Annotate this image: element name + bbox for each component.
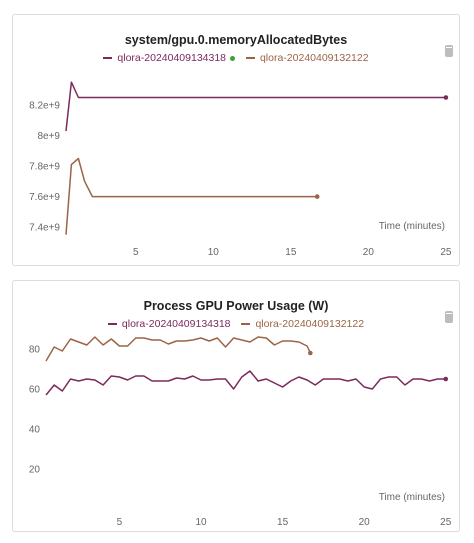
legend-label-series-a: qlora-20240409134318 [117,52,227,64]
panel-lock-icon[interactable] [445,311,453,323]
chart-panel-memory: system/gpu.0.memoryAllocatedBytes qlora-… [12,14,460,266]
chart-title: system/gpu.0.memoryAllocatedBytes [124,33,348,47]
x-tick-label: 15 [277,517,289,528]
y-tick-label: 20 [29,465,41,476]
y-tick-label: 40 [29,425,41,436]
legend-label-series-b: qlora-20240409132122 [255,318,365,330]
x-tick-label: 5 [117,517,123,528]
series-line-a [65,81,446,132]
chart-legend: qlora-20240409134318 qlora-2024040913212… [13,318,459,330]
legend-label-series-b: qlora-20240409132122 [259,52,369,64]
panel-lock-icon[interactable] [445,45,453,57]
x-tick-label: 15 [285,247,297,258]
series-end-point [314,194,320,199]
legend-swatch-series-b [245,57,255,60]
series-line-b [65,157,318,235]
x-tick-label: 20 [359,517,371,528]
y-tick-label: 7.6e+9 [29,192,60,203]
legend-item-series-b[interactable]: qlora-20240409132122 [245,52,369,64]
x-tick-label: 10 [208,247,220,258]
x-tick-label: 25 [440,517,452,528]
x-tick-label: 20 [363,247,375,258]
legend-item-series-a[interactable]: qlora-20240409134318 [107,318,231,330]
legend-item-series-a[interactable]: qlora-20240409134318 [103,52,236,64]
legend-item-series-b[interactable]: qlora-20240409132122 [241,318,364,330]
legend-swatch-series-a [103,57,113,60]
y-tick-label: 60 [29,385,41,396]
x-tick-label: 5 [133,247,139,258]
series-end-point [443,95,449,100]
legend-label-series-a: qlora-20240409134318 [121,318,231,330]
y-tick-label: 7.8e+9 [29,162,60,173]
chart-panel-power: Process GPU Power Usage (W) qlora-202404… [12,280,460,532]
series-end-point [443,376,449,382]
legend-swatch-series-b [241,323,251,326]
x-tick-label: 25 [440,247,452,258]
x-tick-label: 10 [195,517,207,528]
chart-title: Process GPU Power Usage (W) [143,299,329,313]
series-line-b [45,336,311,362]
x-axis-label: Time (minutes) [379,221,445,232]
series-end-point [308,350,313,356]
live-status-dot [230,55,236,61]
y-tick-label: 8e+9 [37,131,60,142]
y-tick-label: 7.4e+9 [29,223,60,234]
x-axis-label: Time (minutes) [379,492,445,503]
chart-plot-power: 20 40 60 80 5 10 15 20 25 Time (minutes) [29,336,452,528]
legend-swatch-series-a [107,323,117,326]
series-line-a [45,370,446,396]
y-tick-label: 8.2e+9 [29,101,60,112]
chart-plot-memory: 7.4e+9 7.6e+9 7.8e+9 8e+9 8.2e+9 5 10 15 20 25 Tim… [29,81,452,258]
y-tick-label: 80 [29,345,41,356]
chart-legend: qlora-20240409134318 qlora-2024040913212… [13,52,459,64]
